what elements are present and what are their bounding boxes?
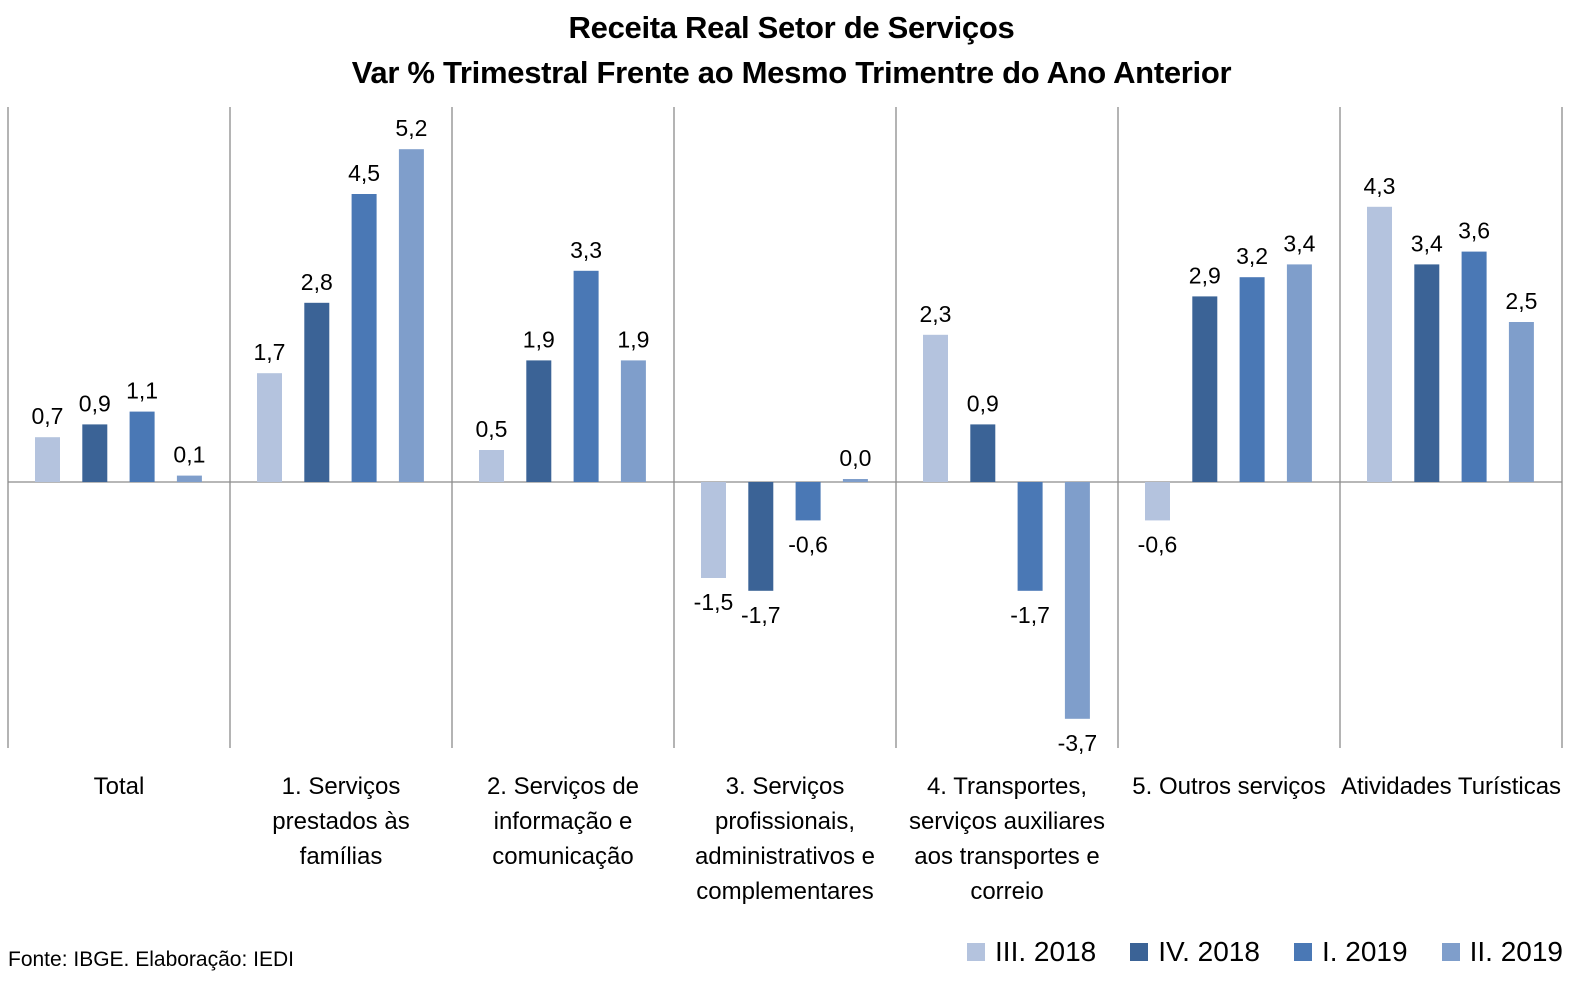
data-label: 5,2 (395, 115, 427, 141)
bar (1414, 264, 1440, 482)
bar (795, 482, 821, 521)
legend-swatch (1441, 943, 1460, 961)
bar (923, 334, 948, 482)
bar (1017, 482, 1043, 591)
source-note: Fonte: IBGE. Elaboração: IEDI (8, 948, 294, 971)
legend-swatch (967, 943, 986, 961)
data-label: 1,9 (617, 326, 649, 352)
bar (1367, 206, 1392, 483)
data-label: 0,1 (173, 442, 205, 468)
data-label: 4,3 (1364, 173, 1396, 199)
data-label: 1,7 (254, 339, 286, 365)
bar (1064, 482, 1090, 719)
bar (1145, 482, 1170, 521)
legend-label: I. 2019 (1321, 936, 1408, 967)
category-label: Atividades Turísticas (1340, 773, 1562, 800)
legend-swatch (1130, 943, 1149, 961)
data-label: 3,3 (570, 237, 602, 263)
data-label: -1,5 (694, 589, 734, 615)
chart-title: Receita Real Setor de Serviços (568, 10, 1015, 45)
legend-swatch (1293, 943, 1312, 961)
legend-label: IV. 2018 (1158, 936, 1260, 967)
bar (748, 482, 774, 591)
data-label: -3,7 (1058, 730, 1098, 756)
bar (35, 437, 60, 482)
bar (82, 424, 108, 482)
bar (176, 475, 202, 482)
bar (398, 149, 424, 482)
bar (620, 360, 646, 482)
bar (1192, 296, 1218, 482)
data-label: 2,8 (301, 269, 333, 295)
legend-label: III. 2018 (995, 936, 1097, 967)
legend: III. 2018 IV. 2018 I. 2019 II. 2019 (933, 936, 1563, 968)
data-label: 2,3 (920, 301, 952, 327)
bar (701, 482, 726, 578)
data-label: 2,9 (1189, 262, 1221, 288)
data-label: -0,6 (788, 531, 828, 557)
legend-item: I. 2019 (1293, 936, 1408, 968)
data-label: -1,7 (741, 602, 781, 628)
category-label: Total (93, 773, 145, 800)
data-label: -0,6 (1138, 531, 1178, 557)
data-label: 4,5 (348, 160, 380, 186)
legend-label: II. 2019 (1469, 936, 1563, 967)
bar (1286, 264, 1312, 482)
data-label: 3,6 (1458, 218, 1490, 244)
category-label: 4. Transportes, serviços auxiliares aos … (908, 773, 1106, 905)
bar (970, 424, 996, 482)
data-label: 0,9 (79, 390, 111, 416)
bar (1461, 251, 1487, 482)
legend-item: IV. 2018 (1130, 936, 1260, 968)
data-label: 1,9 (523, 326, 555, 352)
bar (351, 194, 377, 482)
bar (304, 302, 330, 482)
data-label: 0,7 (32, 403, 64, 429)
data-label: -1,7 (1010, 602, 1050, 628)
bar (573, 270, 599, 482)
data-label: 3,4 (1283, 230, 1315, 256)
bar (1239, 277, 1265, 482)
legend-item: III. 2018 (967, 936, 1096, 968)
chart-subtitle: Var % Trimestral Frente ao Mesmo Triment… (351, 55, 1232, 90)
data-label: 3,4 (1411, 230, 1443, 256)
category-label: 2. Serviços de informação e comunicação (486, 773, 640, 870)
data-label: 1,1 (126, 378, 158, 404)
bar (257, 373, 282, 482)
category-label: 3. Serviços profissionais, administrativ… (694, 773, 876, 905)
data-label: 3,2 (1236, 243, 1268, 269)
data-label: 0,5 (476, 416, 508, 442)
category-label: 5. Outros serviços (1132, 773, 1326, 800)
bar (1508, 322, 1534, 482)
legend-item: II. 2019 (1441, 936, 1563, 968)
category-label: 1. Serviços prestados às famílias (272, 773, 410, 870)
bar (842, 479, 868, 482)
data-label: 0,0 (839, 445, 871, 471)
bar (129, 411, 155, 482)
bar (526, 360, 552, 482)
data-label: 0,9 (967, 390, 999, 416)
data-label: 2,5 (1505, 288, 1537, 314)
bar (479, 450, 504, 482)
